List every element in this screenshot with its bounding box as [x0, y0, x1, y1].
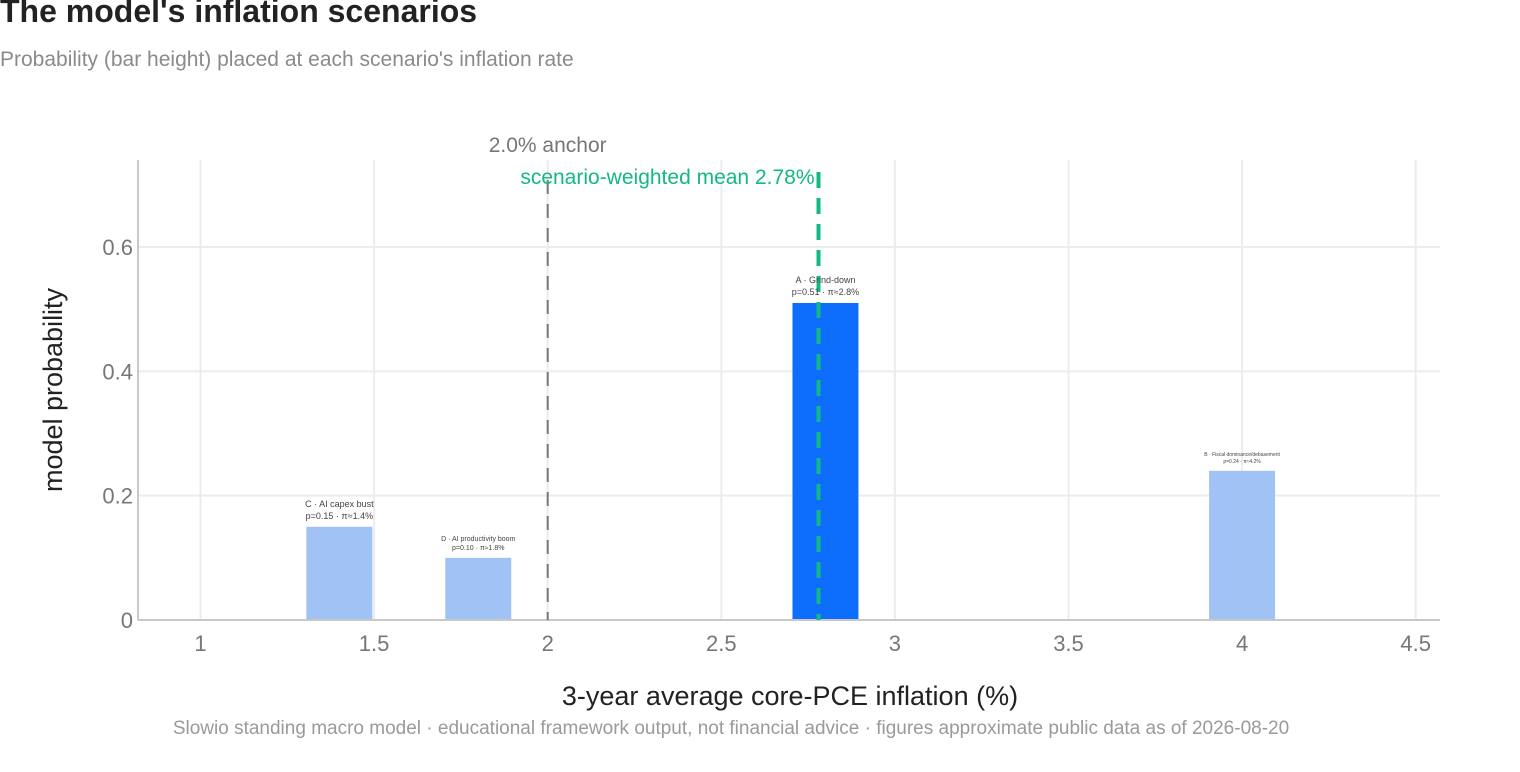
x-tick-label: 2 [542, 631, 554, 656]
bar-label-name: A · Grind-down [795, 275, 855, 285]
axes: 1 1.5 2 2.5 3 3.5 4 4.5 0 0.2 0.4 0.6 [102, 160, 1440, 656]
chart-title: The model's inflation scenarios [0, 0, 477, 29]
x-tick-label: 4 [1236, 631, 1248, 656]
reference-line-label: scenario-weighted mean 2.78% [520, 166, 814, 189]
x-tick-label: 4.5 [1400, 631, 1431, 656]
x-tick-label: 2.5 [706, 631, 737, 656]
bars [306, 302, 1276, 620]
bar-label-name: C · AI capex bust [305, 499, 374, 509]
bar [445, 557, 512, 620]
y-tick-label: 0.6 [102, 235, 133, 260]
bar-label-detail: p=0.24 · π≈4.2% [1223, 459, 1261, 465]
x-tick-label: 3.5 [1053, 631, 1084, 656]
y-tick-label: 0 [121, 608, 133, 633]
x-axis-label: 3-year average core-PCE inflation (%) [562, 681, 1018, 711]
x-tick-label: 1 [194, 631, 206, 656]
reference-line-label: 2.0% anchor [489, 134, 607, 157]
bar-label-detail: p=0.10 · π≈1.8% [452, 545, 504, 552]
x-tick-label: 1.5 [359, 631, 390, 656]
bar-label-detail: p=0.15 · π≈1.4% [306, 511, 373, 521]
chart-subtitle: Probability (bar height) placed at each … [0, 48, 574, 71]
y-tick-label: 0.2 [102, 484, 133, 509]
bar-label-name: D · AI productivity boom [441, 536, 515, 543]
bar [1209, 470, 1276, 620]
bar [306, 526, 373, 620]
source-note: Slowio standing macro model · educationa… [173, 718, 1289, 739]
bar-label-name: B · Fiscal dominance/debasement [1204, 452, 1280, 458]
bar [792, 302, 859, 620]
reference-lines: 2.0% anchor scenario-weighted mean 2.78% [489, 134, 821, 620]
y-tick-label: 0.4 [102, 359, 133, 384]
bar-label-detail: p=0.51 · π≈2.8% [792, 287, 859, 297]
bar-labels: p=0.15 · π≈1.4% C · AI capex bust p=0.10 ·… [305, 275, 1280, 552]
y-axis-label: model probability [38, 287, 68, 492]
x-tick-label: 3 [889, 631, 901, 656]
